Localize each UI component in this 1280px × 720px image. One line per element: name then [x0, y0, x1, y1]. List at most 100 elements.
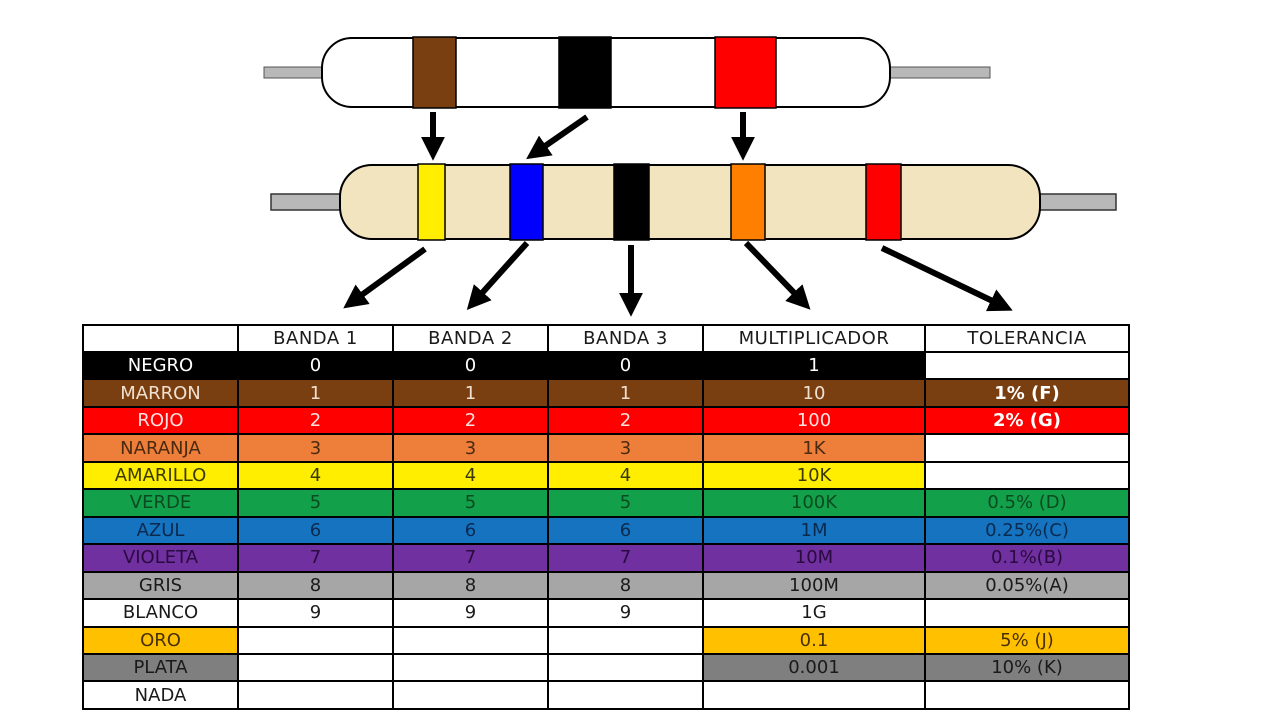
resistor-5band-band-4	[730, 163, 766, 241]
banda-1-cell: 6	[237, 515, 394, 546]
multiplicador-cell: 0.001	[702, 652, 926, 683]
header-banda-1: BANDA 1	[237, 324, 394, 353]
banda-3-cell: 1	[547, 378, 704, 408]
resistor-4band-lead-left	[263, 66, 327, 79]
resistor-4band-band-1	[412, 36, 457, 109]
tolerancia-cell: 0.05%(A)	[924, 570, 1130, 601]
banda-2-cell: 9	[392, 598, 549, 628]
banda-2-cell: 5	[392, 488, 549, 518]
banda-2-cell: 2	[392, 405, 549, 436]
tolerancia-cell: 0.1%(B)	[924, 543, 1130, 573]
multiplicador-cell: 1K	[702, 433, 926, 463]
resistor-4band-lead-right	[885, 66, 991, 79]
tolerancia-cell: 2% (G)	[924, 405, 1130, 436]
header-tolerancia: TOLERANCIA	[924, 324, 1130, 353]
resistor-diagram	[263, 36, 1117, 317]
color-name-cell: AZUL	[82, 515, 239, 546]
resistor-color-table: BANDA 1 BANDA 2 BANDA 3 MULTIPLICADOR TO…	[82, 324, 1130, 710]
color-name-cell: VERDE	[82, 488, 239, 518]
upper-arrows	[421, 112, 755, 161]
banda-1-cell: 2	[237, 405, 394, 436]
banda-2-cell: 7	[392, 543, 549, 573]
tolerancia-cell: 10% (K)	[924, 652, 1130, 683]
table-row: VIOLETA 7 7 7 10M 0.1%(B)	[82, 543, 1130, 573]
table-row: NEGRO 0 0 0 1	[82, 350, 1130, 381]
arrow-to-tolerancia	[880, 245, 1013, 312]
multiplicador-cell: 10	[702, 378, 926, 408]
tolerancia-cell	[924, 598, 1130, 628]
lower-arrows	[343, 240, 1013, 317]
tolerancia-cell: 0.25%(C)	[924, 515, 1130, 546]
multiplicador-cell: 100K	[702, 488, 926, 518]
color-name-cell: ROJO	[82, 405, 239, 436]
tolerancia-cell	[924, 460, 1130, 491]
banda-3-cell: 0	[547, 350, 704, 381]
table-row: NADA	[82, 680, 1130, 710]
tolerancia-cell	[924, 350, 1130, 381]
banda-3-cell: 9	[547, 598, 704, 628]
banda-1-cell: 1	[237, 378, 394, 408]
resistor-4band-band-2	[558, 36, 612, 109]
header-multiplicador: MULTIPLICADOR	[702, 324, 926, 353]
resistor-4band	[263, 36, 991, 109]
resistor-5band-lead-left	[270, 193, 344, 211]
multiplicador-cell: 100	[702, 405, 926, 436]
table-row: ORO 0.1 5% (J)	[82, 625, 1130, 656]
tolerancia-cell: 1% (F)	[924, 378, 1130, 408]
banda-3-cell	[547, 652, 704, 683]
table-row: GRIS 8 8 8 100M 0.05%(A)	[82, 570, 1130, 601]
header-banda-3: BANDA 3	[547, 324, 704, 353]
table-row: AMARILLO 4 4 4 10K	[82, 460, 1130, 491]
resistor-5band-band-5	[865, 163, 902, 241]
arrow-to-banda-1	[343, 246, 427, 309]
color-name-cell: GRIS	[82, 570, 239, 601]
multiplicador-cell: 10K	[702, 460, 926, 491]
color-name-cell: VIOLETA	[82, 543, 239, 573]
table-row: VERDE 5 5 5 100K 0.5% (D)	[82, 488, 1130, 518]
banda-1-cell	[237, 680, 394, 710]
multiplicador-cell: 0.1	[702, 625, 926, 656]
resistor-5band-lead-right	[1035, 193, 1117, 211]
multiplicador-cell: 1G	[702, 598, 926, 628]
arrow-to-banda-2	[466, 240, 530, 311]
banda-1-cell: 7	[237, 543, 394, 573]
banda-1-cell: 4	[237, 460, 394, 491]
color-name-cell: AMARILLO	[82, 460, 239, 491]
table-row: BLANCO 9 9 9 1G	[82, 598, 1130, 628]
table-row: PLATA 0.001 10% (K)	[82, 652, 1130, 683]
banda-2-cell: 0	[392, 350, 549, 381]
banda-1-cell: 8	[237, 570, 394, 601]
banda-3-cell: 4	[547, 460, 704, 491]
banda-1-cell: 9	[237, 598, 394, 628]
multiplicador-cell: 1M	[702, 515, 926, 546]
banda-1-cell: 5	[237, 488, 394, 518]
banda-2-cell: 8	[392, 570, 549, 601]
banda-3-cell	[547, 680, 704, 710]
resistor-5band	[270, 163, 1117, 241]
tolerancia-cell: 0.5% (D)	[924, 488, 1130, 518]
resistor-5band-band-3	[613, 163, 650, 241]
banda-2-cell	[392, 680, 549, 710]
table-row: AZUL 6 6 6 1M 0.25%(C)	[82, 515, 1130, 546]
arrow-band2-diagonal	[526, 114, 589, 160]
banda-2-cell: 1	[392, 378, 549, 408]
header-color	[82, 324, 239, 353]
banda-2-cell	[392, 625, 549, 656]
color-name-cell: MARRON	[82, 378, 239, 408]
color-name-cell: PLATA	[82, 652, 239, 683]
color-name-cell: NARANJA	[82, 433, 239, 463]
banda-1-cell: 3	[237, 433, 394, 463]
table-header-row: BANDA 1 BANDA 2 BANDA 3 MULTIPLICADOR TO…	[82, 324, 1130, 353]
multiplicador-cell: 1	[702, 350, 926, 381]
banda-2-cell: 4	[392, 460, 549, 491]
arrow-to-multiplicador	[743, 240, 811, 310]
header-banda-2: BANDA 2	[392, 324, 549, 353]
banda-3-cell: 6	[547, 515, 704, 546]
tolerancia-cell	[924, 433, 1130, 463]
color-name-cell: BLANCO	[82, 598, 239, 628]
banda-3-cell: 8	[547, 570, 704, 601]
resistor-5band-band-1	[417, 163, 446, 241]
banda-3-cell: 2	[547, 405, 704, 436]
table-row: NARANJA 3 3 3 1K	[82, 433, 1130, 463]
tolerancia-cell	[924, 680, 1130, 710]
